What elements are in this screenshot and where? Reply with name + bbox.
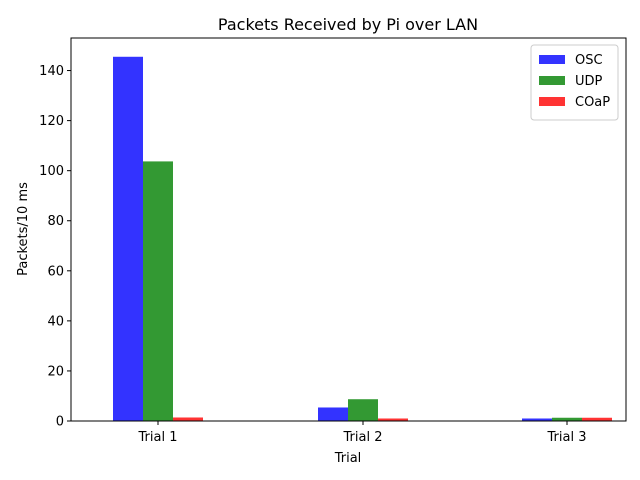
y-tick-label: 20: [47, 364, 64, 379]
legend-swatch-coap: [539, 97, 565, 106]
bar-osc-trial-2: [318, 407, 348, 421]
y-tick-label: 60: [47, 264, 64, 279]
bar-coap-trial-2: [378, 418, 408, 421]
legend: OSC UDP COaP: [530, 44, 619, 121]
y-tick-label: 140: [39, 64, 64, 79]
bar-udp-trial-3: [552, 417, 582, 421]
chart-title: Packets Received by Pi over LAN: [218, 15, 478, 34]
y-axis: 0 20 40 60 80 100 120 140: [39, 64, 71, 430]
y-tick-label: 0: [56, 415, 64, 430]
y-tick-label: 80: [47, 214, 64, 229]
bar-udp-trial-1: [143, 161, 173, 421]
x-tick-label: Trial 1: [138, 430, 178, 445]
x-axis: Trial 1 Trial 2 Trial 3: [138, 421, 587, 445]
x-tick-label: Trial 2: [343, 430, 383, 445]
legend-label-udp: UDP: [575, 74, 603, 89]
legend-label-coap: COaP: [575, 95, 610, 110]
y-tick-label: 100: [39, 164, 64, 179]
bar-coap-trial-1: [173, 417, 203, 421]
y-tick-label: 120: [39, 114, 64, 129]
x-axis-label: Trial: [334, 451, 362, 466]
y-tick-label: 40: [47, 314, 64, 329]
bar-osc-trial-3: [522, 418, 552, 421]
legend-swatch-udp: [539, 76, 565, 85]
legend-swatch-osc: [539, 55, 565, 64]
bar-coap-trial-3: [582, 417, 612, 421]
x-tick-label: Trial 3: [547, 430, 587, 445]
legend-label-osc: OSC: [575, 53, 603, 68]
plot-frame: [70, 37, 627, 422]
bars-group: [113, 56, 612, 422]
bar-udp-trial-2: [348, 399, 378, 421]
bar-osc-trial-1: [113, 56, 143, 422]
y-axis-label: Packets/10 ms: [16, 182, 31, 276]
